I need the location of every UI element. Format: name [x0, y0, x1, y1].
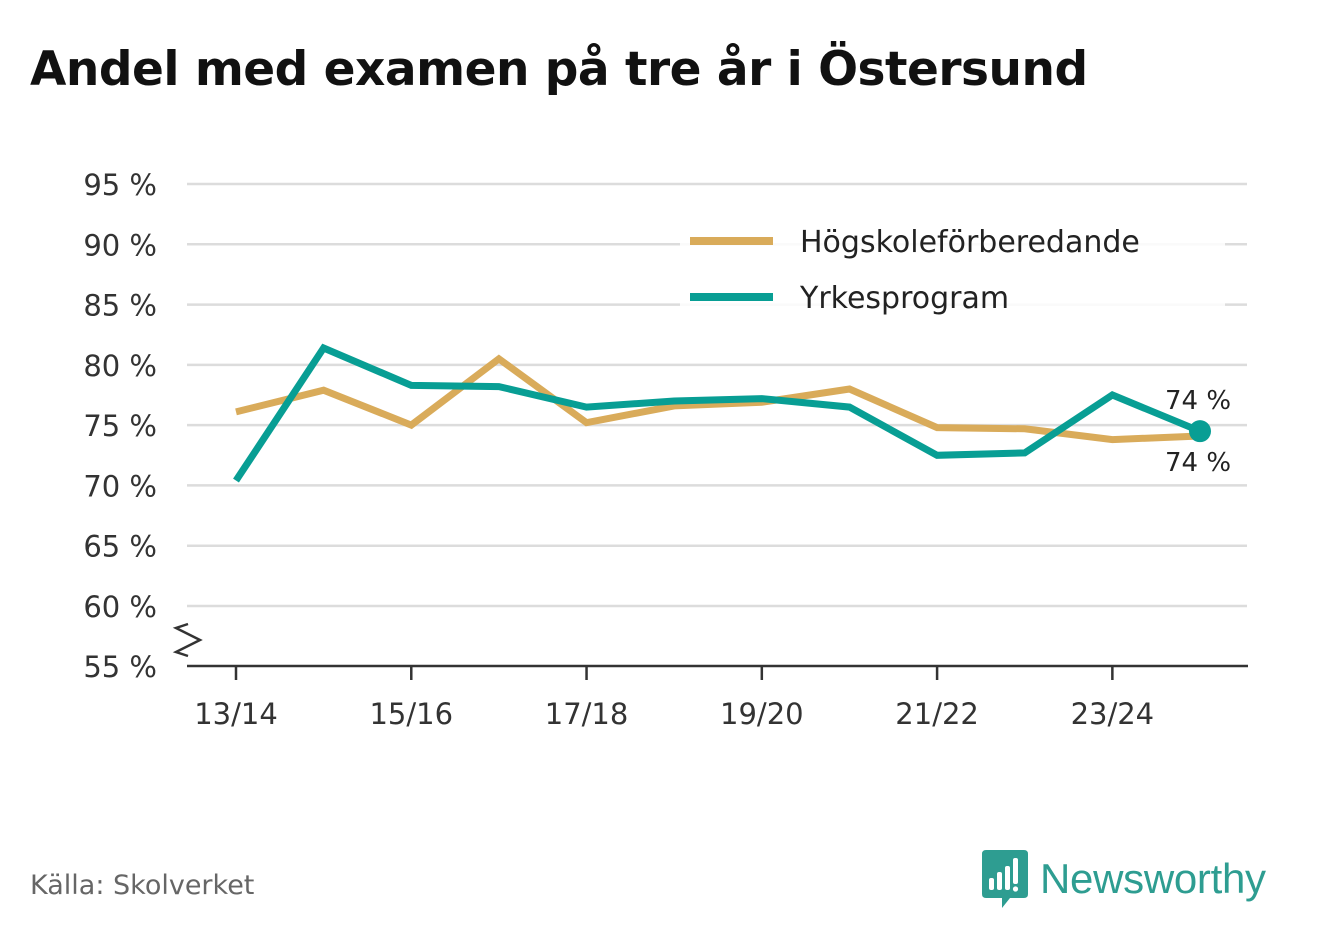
end-point-marker [1189, 420, 1211, 443]
end-label-hogskoleforberedande: 74 % [1165, 448, 1231, 478]
y-tick-label-65: 65 % [83, 530, 157, 564]
newsworthy-icon [982, 850, 1028, 908]
axes: 55 % 60 % 65 % 70 % 75 % 80 % 85 % 90 % 95 % 13/1… [83, 168, 1248, 731]
y-tick-label-80: 80 % [83, 349, 157, 383]
y-tick-label-70: 70 % [83, 469, 157, 503]
x-tick-label-17-18: 17/18 [545, 697, 629, 731]
axis-break-icon [172, 622, 203, 658]
legend: Högskoleförberedande Yrkesprogram [680, 217, 1225, 319]
x-tick-label-15-16: 15/16 [369, 697, 453, 731]
x-tick-label-23-24: 23/24 [1071, 697, 1155, 731]
brand-name: Newsworthy [1040, 855, 1266, 902]
y-tick-label-60: 60 % [83, 590, 157, 624]
end-labels: 74 % 74 % [1165, 386, 1231, 478]
chart-title: Andel med examen på tre år i Östersund [30, 42, 1088, 97]
x-tick-label-19-20: 19/20 [720, 697, 804, 731]
legend-label-1: Yrkesprogram [799, 281, 1009, 316]
series-line-yrkesprogram [233, 343, 1202, 483]
series-line-hogskoleforberedande [235, 354, 1201, 444]
y-tick-label-95: 95 % [83, 168, 157, 202]
y-tick-label-90: 90 % [83, 228, 157, 262]
x-tick-label-13-14: 13/14 [194, 697, 278, 731]
y-tick-label-55: 55 % [83, 650, 157, 684]
source-note: Källa: Skolverket [30, 870, 255, 901]
y-tick-label-75: 75 % [83, 409, 157, 443]
end-label-yrkesprogram: 74 % [1165, 386, 1231, 416]
legend-label-0: Högskoleförberedande [800, 225, 1140, 260]
y-tick-label-85: 85 % [83, 289, 157, 323]
x-tick-label-21-22: 21/22 [895, 697, 979, 731]
series-lines [233, 343, 1211, 483]
brand-logo: Newsworthy [980, 848, 1266, 910]
